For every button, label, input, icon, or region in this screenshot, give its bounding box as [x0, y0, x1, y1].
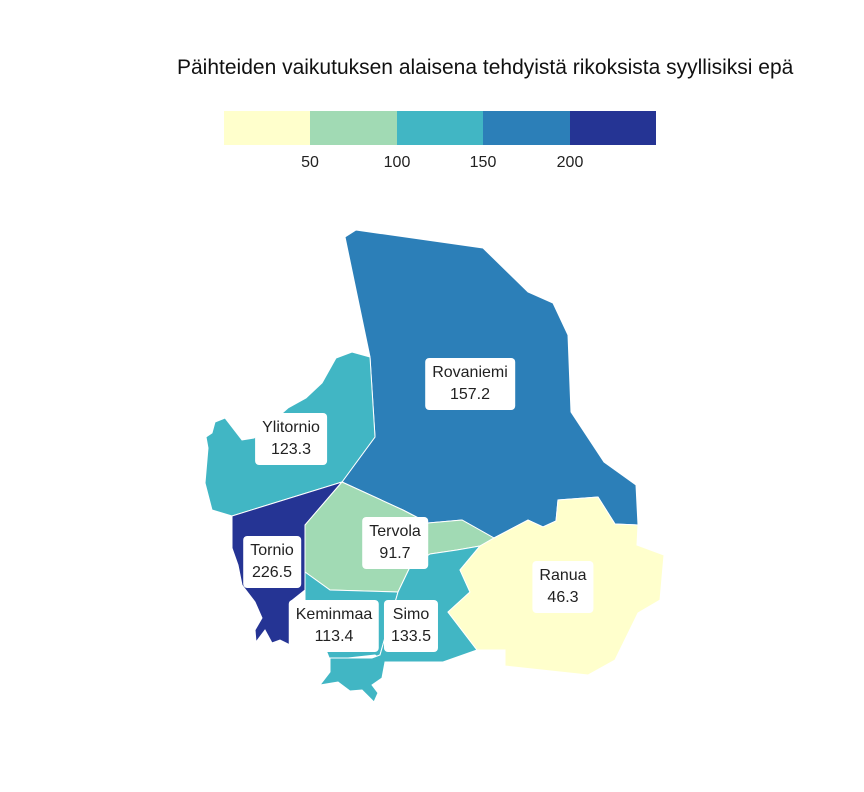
legend-tick-150: 150 — [469, 154, 497, 171]
label-rovaniemi: Rovaniemi 157.2 — [425, 358, 515, 410]
label-keminmaa-name: Keminmaa — [295, 606, 373, 623]
legend-swatch-5 — [569, 111, 657, 145]
label-tornio: Tornio 226.5 — [243, 536, 301, 588]
label-rovaniemi-value: 157.2 — [449, 386, 491, 403]
label-tornio-value: 226.5 — [251, 564, 293, 581]
label-ylitornio-value: 123.3 — [270, 441, 312, 458]
legend-swatch-4 — [483, 111, 570, 145]
label-tervola: Tervola 91.7 — [362, 517, 428, 569]
label-rovaniemi-name: Rovaniemi — [432, 364, 508, 381]
label-tornio-name: Tornio — [250, 542, 294, 559]
label-ranua: Ranua 46.3 — [532, 561, 594, 613]
legend-swatch-1 — [224, 111, 311, 145]
label-ylitornio: Ylitornio 123.3 — [255, 413, 327, 465]
legend-swatch-2 — [310, 111, 397, 145]
label-ylitornio-name: Ylitornio — [262, 419, 320, 436]
label-simo-name: Simo — [392, 606, 430, 623]
legend-tick-100: 100 — [383, 154, 411, 171]
legend-swatch-3 — [396, 111, 484, 145]
label-ranua-name: Ranua — [539, 567, 587, 584]
map-title: Päihteiden vaikutuksen alaisena tehdyist… — [177, 56, 794, 79]
legend-tick-50: 50 — [301, 154, 319, 171]
label-ranua-value: 46.3 — [547, 589, 579, 606]
label-keminmaa-value: 113.4 — [314, 628, 354, 645]
legend-tick-200: 200 — [556, 154, 584, 171]
label-simo-value: 133.5 — [390, 628, 432, 645]
label-tervola-value: 91.7 — [379, 545, 411, 562]
color-legend — [224, 111, 657, 145]
label-simo: Simo 133.5 — [383, 600, 439, 652]
label-keminmaa: Keminmaa 113.4 — [288, 600, 380, 652]
label-tervola-name: Tervola — [369, 523, 421, 540]
